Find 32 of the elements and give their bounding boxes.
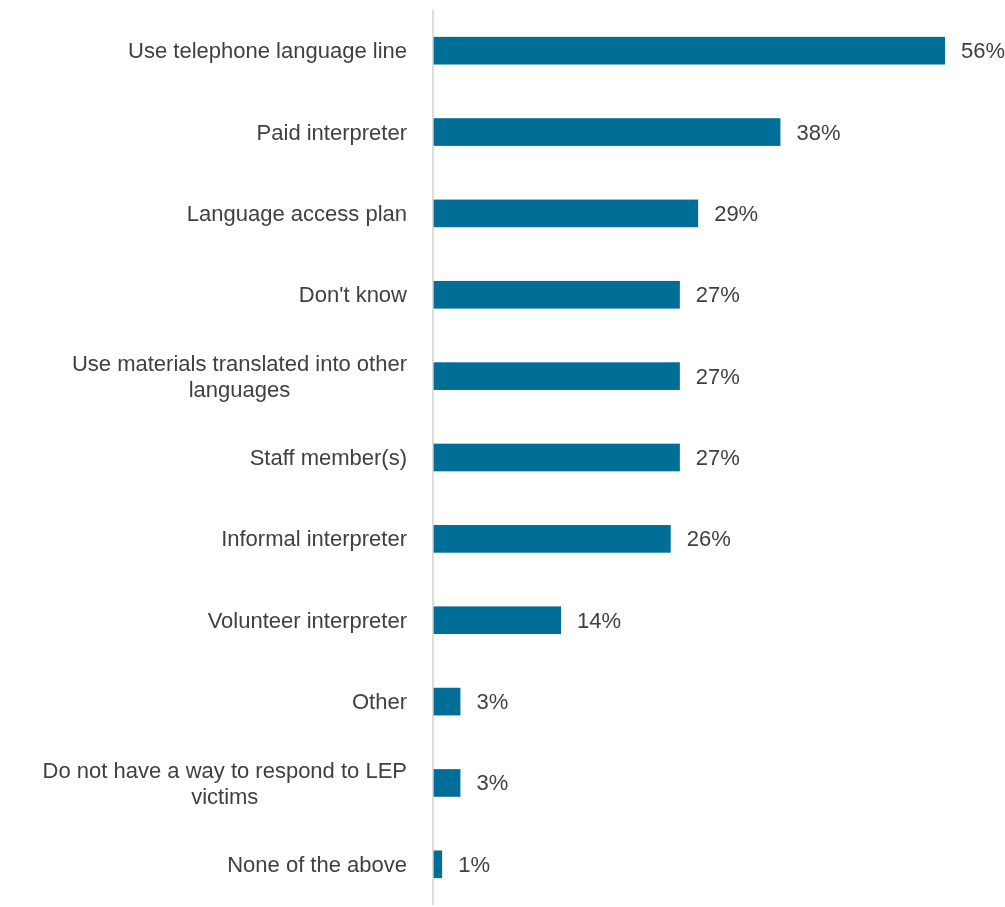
bar [433, 199, 699, 228]
bar [433, 36, 945, 65]
data-label: 56% [961, 38, 1005, 64]
bar [433, 525, 671, 553]
data-label: 29% [714, 200, 759, 226]
y-tick-label: Volunteer interpreter [207, 607, 407, 633]
y-tick-label: Don't know [298, 282, 408, 308]
bar [433, 769, 461, 797]
bar [433, 606, 561, 635]
data-label: 3% [476, 770, 509, 796]
data-label: 26% [686, 526, 731, 552]
bar [433, 280, 680, 309]
data-label: 27% [695, 363, 740, 389]
data-label: 27% [695, 282, 740, 308]
y-tick-label: Other [351, 689, 407, 715]
data-label: 27% [695, 445, 740, 470]
bar [433, 362, 680, 390]
y-tick-label: None of the above [227, 851, 407, 877]
y-tick-label: Paid interpreter [256, 119, 407, 145]
y-tick-label: Informal interpreter [221, 526, 407, 552]
data-label: 3% [476, 689, 509, 715]
y-tick-label: Language access plan [186, 200, 407, 226]
bar [433, 118, 781, 146]
y-tick-label: Use materials translated into other languages [71, 350, 408, 402]
y-tick-label: Staff member(s) [249, 445, 407, 470]
bar [433, 687, 461, 716]
data-label: 1% [458, 851, 490, 877]
y-tick-label: Use telephone language line [128, 38, 407, 64]
bar [433, 443, 680, 472]
data-label: 38% [796, 119, 841, 145]
y-tick-label: Do not have a way to respond to LEP victims [42, 757, 407, 809]
data-label: 14% [577, 607, 622, 633]
